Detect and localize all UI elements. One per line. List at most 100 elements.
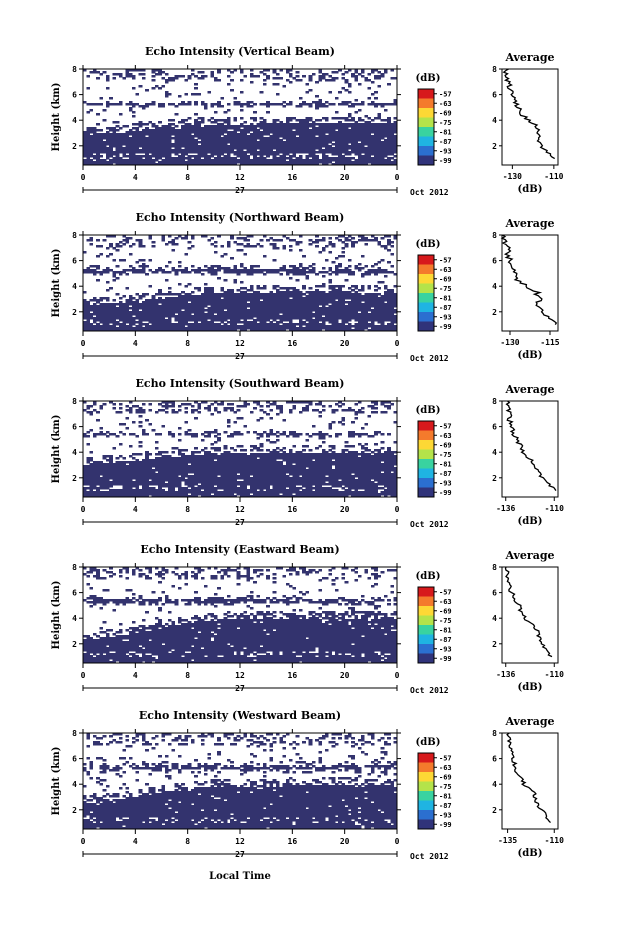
heatmap-cell <box>383 245 388 248</box>
heatmap-cell <box>164 309 169 312</box>
heatmap-cell <box>347 297 352 300</box>
heatmap-cell <box>292 145 296 148</box>
heatmap-cell <box>112 151 117 154</box>
heatmap-cell <box>243 143 247 146</box>
heatmap-cell <box>295 105 300 108</box>
heatmap-cell <box>190 301 195 304</box>
heatmap-cell <box>334 307 339 310</box>
heatmap-cell <box>331 137 336 140</box>
heatmap-cell <box>262 141 267 144</box>
heatmap-cell <box>164 321 169 324</box>
heatmap-cell <box>374 77 378 80</box>
heatmap-cell <box>233 295 238 298</box>
heatmap-cell <box>321 237 326 240</box>
heatmap-cell <box>128 319 133 322</box>
heatmap-cell <box>223 111 228 114</box>
heatmap-cell <box>197 315 202 318</box>
heatmap-cell <box>92 409 97 412</box>
heatmap-cell <box>331 289 336 292</box>
heatmap-cell <box>118 469 123 472</box>
heatmap-cell <box>233 329 238 332</box>
heatmap-cell <box>122 491 126 494</box>
heatmap-cell <box>122 433 126 436</box>
heatmap-cell <box>331 117 336 120</box>
heatmap-cell <box>125 163 130 166</box>
heatmap-cell <box>197 147 202 150</box>
heatmap-cell <box>151 159 156 162</box>
heatmap-cell <box>341 269 346 272</box>
heatmap-cell <box>92 469 97 472</box>
heatmap-cell <box>181 151 185 154</box>
colorbar-tick-label: -99 <box>439 157 452 165</box>
heatmap-cell <box>138 149 143 152</box>
heatmap-cell <box>285 127 290 130</box>
heatmap-cell <box>275 329 280 332</box>
heatmap-cell <box>380 127 385 130</box>
heatmap-cell <box>89 469 94 472</box>
heatmap-cell <box>275 151 280 154</box>
heatmap-cell <box>295 147 300 150</box>
heatmap-cell <box>377 305 382 308</box>
heatmap-cell <box>168 159 172 162</box>
heatmap-cell <box>128 463 133 466</box>
heatmap-cell <box>135 261 139 264</box>
heatmap-cell <box>370 135 375 138</box>
heatmap-cell <box>393 299 398 302</box>
heatmap-cell <box>262 297 267 300</box>
heatmap-cell <box>347 123 352 126</box>
heatmap-cell <box>387 323 391 326</box>
heatmap-cell <box>341 321 346 324</box>
heatmap-cell <box>194 119 198 122</box>
heatmap-cell <box>197 159 202 162</box>
heatmap-cell <box>99 253 104 256</box>
heatmap-cell <box>331 315 336 318</box>
heatmap-cell <box>128 109 133 112</box>
heatmap-cell <box>272 139 277 142</box>
heatmap-cell <box>190 235 195 238</box>
heatmap-cell <box>148 137 153 140</box>
heatmap-cell <box>285 307 290 310</box>
heatmap-cell <box>181 101 185 104</box>
heatmap-cell <box>272 245 277 248</box>
heatmap-cell <box>298 265 303 268</box>
heatmap-cell <box>230 125 234 128</box>
heatmap-cell <box>374 157 378 160</box>
x-tick-label: 16 <box>288 339 298 348</box>
heatmap-cell <box>112 307 117 310</box>
heatmap-cell <box>197 289 202 292</box>
heatmap-cell <box>174 301 179 304</box>
heatmap-cell <box>197 77 202 80</box>
heatmap-cell <box>184 143 189 146</box>
heatmap-cell <box>112 271 117 274</box>
heatmap-cell <box>220 97 225 100</box>
heatmap-cell <box>383 295 388 298</box>
heatmap-cell <box>240 287 244 290</box>
heatmap-cell <box>226 125 231 128</box>
heatmap-cell <box>194 147 198 150</box>
heatmap-cell <box>92 491 97 494</box>
heatmap-cell <box>115 103 120 106</box>
heatmap-cell <box>370 327 375 330</box>
heatmap-cell <box>115 277 120 280</box>
heatmap-cell <box>236 103 241 106</box>
heatmap-cell <box>249 299 254 302</box>
heatmap-cell <box>246 163 251 166</box>
heatmap-cell <box>347 301 352 304</box>
heatmap-cell <box>285 269 290 272</box>
heatmap-cell <box>174 329 179 332</box>
heatmap-cell <box>200 295 205 298</box>
heatmap-cell <box>262 103 267 106</box>
heatmap-cell <box>132 147 136 150</box>
heatmap-cell <box>383 271 388 274</box>
heatmap-cell <box>292 153 296 156</box>
heatmap-cell <box>161 329 166 332</box>
heatmap-cell <box>105 309 110 312</box>
heatmap-cell <box>105 75 110 78</box>
heatmap-cell <box>102 469 107 472</box>
heatmap-cell <box>354 159 359 162</box>
heatmap-cell <box>328 127 332 130</box>
heatmap-cell <box>325 295 329 298</box>
heatmap-cell <box>236 159 241 162</box>
heatmap-cell <box>262 147 267 150</box>
heatmap-cell <box>204 133 208 136</box>
